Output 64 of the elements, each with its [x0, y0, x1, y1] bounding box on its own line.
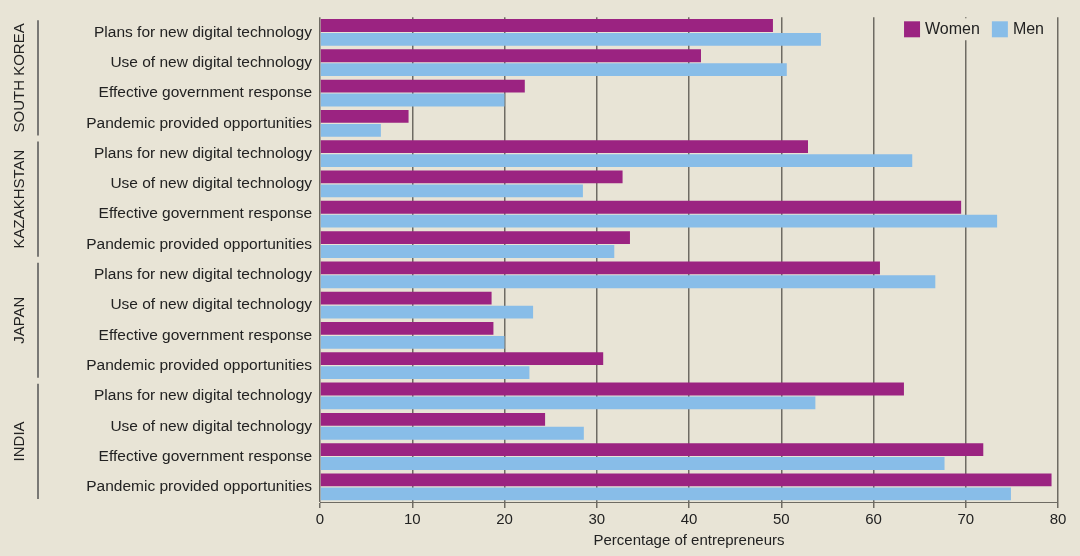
x-tick-label: 10 — [403, 510, 421, 528]
text: JAPAN — [10, 296, 28, 344]
y-tick-label: Use of new digital technology — [110, 174, 313, 192]
bar — [320, 487, 1011, 501]
y-tick-label: Pandemic provided opportunities — [86, 234, 313, 252]
y-tick-label: Effective government response — [98, 446, 312, 464]
x-tick-label: 60 — [865, 510, 882, 528]
bar — [320, 63, 787, 77]
y-tick-label: Use of new digital technology — [110, 53, 313, 71]
legend-label: Women — [925, 19, 980, 37]
y-tick-label: Effective government response — [98, 204, 312, 222]
bar — [320, 412, 546, 426]
x-tick-label: 40 — [680, 510, 698, 528]
bar — [320, 231, 630, 244]
y-tick-label: Plans for new digital technology — [94, 265, 313, 283]
bar — [320, 473, 1052, 487]
text: KAZAKHSTAN — [10, 149, 28, 249]
bar — [320, 79, 525, 93]
x-tick-label: 30 — [588, 510, 606, 528]
y-tick-label: Pandemic provided opportunities — [86, 113, 313, 131]
y-tick-label: Plans for new digital technology — [94, 143, 313, 161]
bar — [320, 245, 615, 258]
x-tick-label: 80 — [1049, 510, 1067, 528]
bar — [320, 396, 816, 410]
bar — [320, 366, 530, 380]
legend-label: Men — [1012, 19, 1044, 37]
bar — [320, 49, 701, 63]
bar — [320, 457, 945, 470]
bar — [320, 19, 773, 32]
y-tick-label: Plans for new digital technology — [94, 22, 313, 40]
bar — [320, 154, 913, 167]
bar — [320, 275, 936, 289]
bar — [320, 184, 583, 198]
x-axis-title: Percentage of entrepreneurs — [593, 531, 785, 549]
x-tick-label: 70 — [957, 510, 975, 528]
bar — [320, 170, 623, 184]
x-tick-label: 0 — [315, 510, 325, 528]
bar — [320, 140, 808, 154]
text: INDIA — [10, 421, 28, 462]
y-tick-label: Pandemic provided opportunities — [86, 355, 313, 373]
bar — [320, 291, 492, 305]
bar — [320, 123, 381, 137]
bar — [320, 352, 604, 366]
bar — [320, 261, 880, 275]
text: SOUTH KOREA — [10, 23, 28, 133]
bar — [320, 426, 584, 440]
y-tick-label: Pandemic provided opportunities — [86, 477, 313, 495]
y-tick-label: Use of new digital technology — [110, 295, 313, 313]
bar — [320, 109, 409, 123]
bar — [320, 322, 494, 335]
y-tick-label: Use of new digital technology — [110, 416, 313, 434]
bar — [320, 382, 904, 396]
y-tick-label: Effective government response — [98, 325, 312, 343]
x-tick-label: 20 — [496, 510, 513, 528]
y-tick-label: Effective government response — [98, 83, 312, 101]
bar — [320, 33, 821, 46]
bar — [320, 214, 998, 228]
bar — [320, 93, 505, 107]
bar — [320, 200, 962, 214]
bar — [320, 443, 984, 456]
y-tick-label: Plans for new digital technology — [94, 386, 313, 404]
bar — [320, 335, 505, 349]
bar — [320, 305, 534, 319]
x-tick-label: 50 — [772, 510, 790, 528]
